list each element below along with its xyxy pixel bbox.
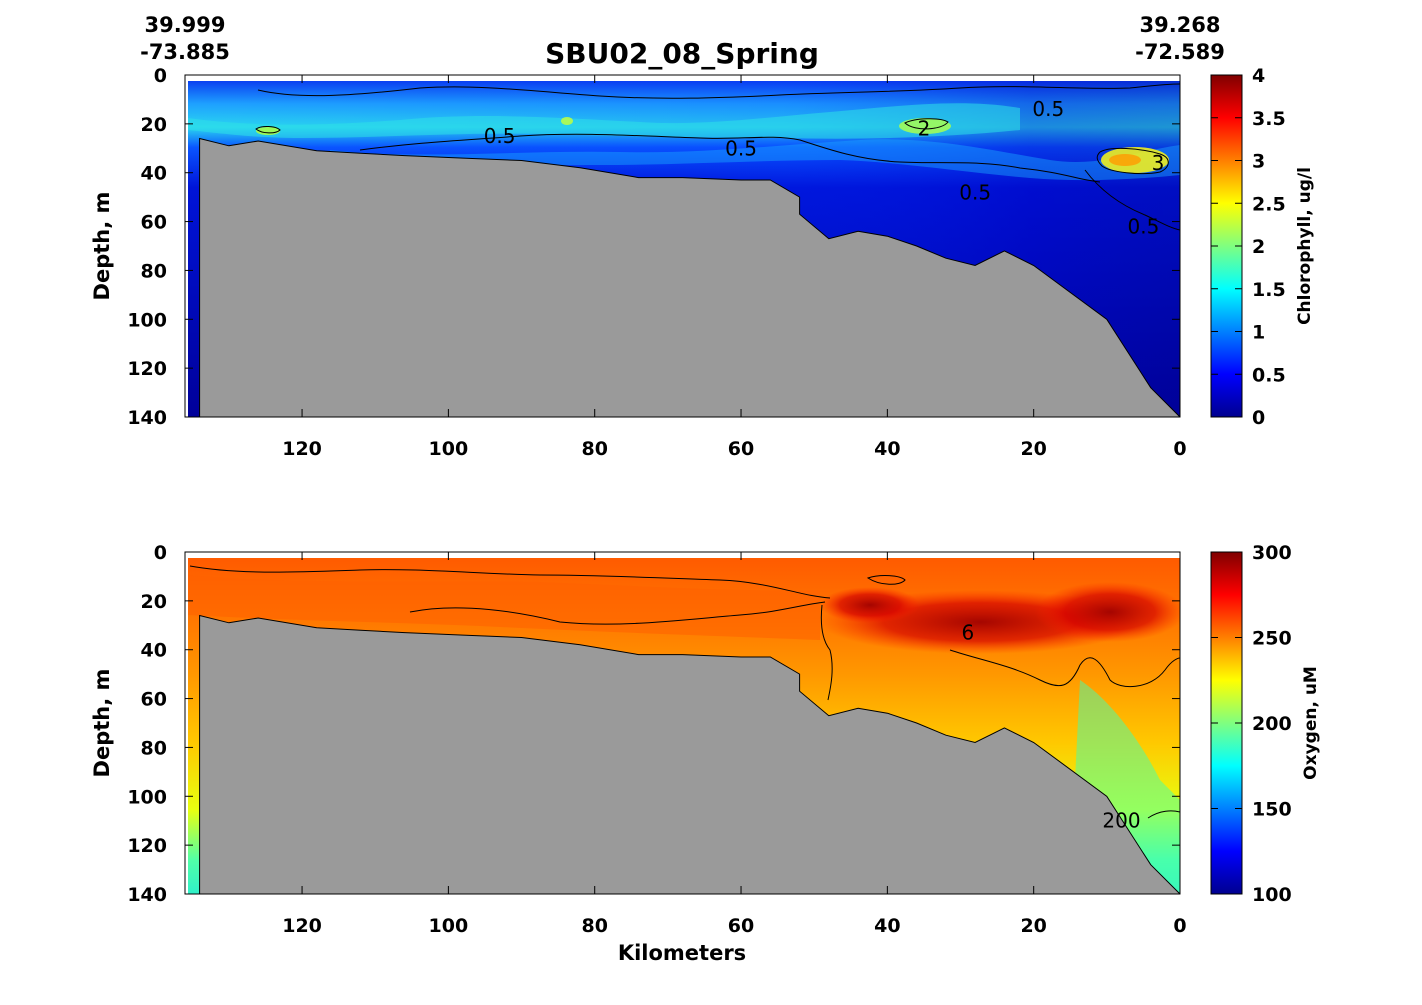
x-tick-label: 0 [1173, 915, 1186, 937]
chlorophyll-patch [899, 118, 951, 134]
chlorophyll-patch [1109, 154, 1141, 166]
y-tick-label: 100 [127, 786, 167, 808]
x-tick-label: 120 [282, 438, 322, 460]
colorbar-tick-label: 250 [1252, 628, 1292, 650]
chlorophyll-patch [561, 117, 573, 125]
colorbar-tick-label: 100 [1252, 884, 1292, 906]
x-tick-label: 60 [728, 915, 754, 937]
x-tick-label: 0 [1173, 438, 1186, 460]
seafloor-bathymetry [199, 137, 1180, 417]
colorbar-tick-label: 200 [1252, 713, 1292, 735]
x-tick-label: 120 [282, 915, 322, 937]
contour-label: 6 [961, 621, 974, 645]
x-axis-label: Kilometers [618, 941, 746, 965]
contour-label: 0.5 [484, 124, 516, 148]
contour-line [409, 601, 826, 625]
y-tick-label: 40 [141, 163, 167, 185]
oxygen-max [1035, 582, 1180, 642]
contour-line [359, 133, 1101, 183]
start-latitude: 39.999 [144, 13, 225, 37]
y-tick-label: 120 [127, 358, 167, 380]
chart-title: SBU02_08_Spring [545, 37, 819, 70]
contour-label: 0.5 [1128, 214, 1160, 238]
colorbar-tick-label: 2.5 [1252, 193, 1286, 215]
chlorophyll-band-lower [330, 139, 1180, 181]
y-tick-label: 0 [154, 542, 167, 564]
colorbar-ticks: 100 150 200 250 300 [1211, 542, 1292, 906]
colorbar-ticks: 0 0.5 1 1.5 2 2.5 3 3.5 4 [1211, 65, 1286, 429]
plot-frame [184, 551, 1181, 895]
seafloor-bathymetry [199, 614, 1180, 894]
contour-label: 0.5 [1032, 97, 1064, 121]
axis-ticks: 120 100 80 60 40 20 0 0 20 40 60 80 100 120 140 [127, 65, 1186, 460]
contour-label: 3 [1152, 151, 1165, 175]
no-data-gap [188, 552, 1180, 558]
y-tick-label: 0 [154, 65, 167, 87]
contour-line [949, 649, 1180, 688]
y-tick-label: 80 [141, 260, 167, 282]
x-tick-label: 40 [874, 915, 900, 937]
x-tick-label: 60 [728, 438, 754, 460]
y-tick-label: 40 [141, 640, 167, 662]
y-axis-label: Depth, m [90, 192, 114, 301]
y-tick-label: 140 [127, 407, 167, 429]
colorbar-tick-label: 4 [1252, 65, 1265, 87]
x-tick-label: 40 [874, 438, 900, 460]
y-tick-label: 20 [141, 114, 167, 136]
colorbar-tick-label: 2 [1252, 236, 1265, 258]
contour-line [1084, 169, 1180, 231]
oxygen-max [820, 587, 920, 623]
contour-line [255, 126, 281, 134]
contour-label: 0.5 [725, 136, 757, 160]
colorbar-tick-label: 3.5 [1252, 108, 1286, 130]
colorbar-tick-label: 0 [1252, 407, 1265, 429]
contour-line [189, 565, 831, 599]
contour-label: 0.5 [959, 180, 991, 204]
contour-line [904, 118, 949, 130]
colorbar-tick-label: 0.5 [1252, 364, 1286, 386]
x-tick-label: 20 [1020, 915, 1046, 937]
end-latitude: 39.268 [1139, 13, 1220, 37]
x-tick-label: 80 [581, 915, 607, 937]
x-tick-label: 80 [581, 438, 607, 460]
x-tick-label: 100 [429, 915, 469, 937]
colorbar-tick-label: 3 [1252, 151, 1265, 173]
contour-label: 2 [918, 117, 931, 141]
y-tick-label: 120 [127, 835, 167, 857]
y-tick-label: 100 [127, 309, 167, 331]
y-tick-label: 60 [141, 689, 167, 711]
plot-frame [184, 74, 1181, 418]
chlorophyll-band [188, 103, 1020, 139]
contour-line [866, 575, 906, 585]
colorbar-tick-label: 150 [1252, 799, 1292, 821]
colorbar-label: Oxygen, uM [1301, 666, 1321, 780]
y-tick-label: 80 [141, 737, 167, 759]
y-axis-label: Depth, m [90, 669, 114, 778]
contour-label: 200 [1102, 809, 1140, 833]
end-longitude: -72.589 [1135, 40, 1225, 64]
colorbar-tick-label: 1.5 [1252, 279, 1286, 301]
colorbar-label: Chlorophyll, ug/l [1295, 167, 1315, 325]
contour-line [257, 83, 1180, 99]
contour-line [1096, 147, 1169, 175]
y-tick-label: 60 [141, 212, 167, 234]
contour-line [820, 604, 833, 701]
y-tick-label: 140 [127, 884, 167, 906]
contour-line [1147, 810, 1180, 819]
contour-labels: 0.5 0.5 2 0.5 0.5 0.5 3 [484, 97, 1165, 238]
x-tick-label: 100 [429, 438, 469, 460]
colorbar-tick-label: 1 [1252, 322, 1265, 344]
y-tick-label: 20 [141, 591, 167, 613]
x-tick-label: 20 [1020, 438, 1046, 460]
start-longitude: -73.885 [140, 40, 230, 64]
colorbar-tick-label: 300 [1252, 542, 1292, 564]
no-data-gap [188, 75, 1180, 81]
oxygen-band [188, 575, 820, 640]
